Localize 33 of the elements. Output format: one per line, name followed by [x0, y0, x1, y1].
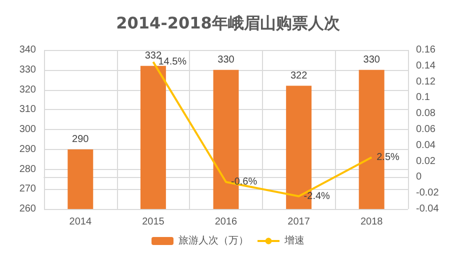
- legend-label: 增速: [284, 234, 304, 246]
- data-label: 330: [363, 54, 380, 66]
- y2-tick-label: -0.02: [416, 188, 440, 199]
- x-tick-label: 2018: [360, 216, 384, 228]
- y-tick-label: 330: [19, 64, 36, 76]
- y2-tick-label: 0.12: [416, 76, 436, 88]
- x-tick-label: 2016: [214, 216, 238, 228]
- y-tick-label: 270: [19, 184, 36, 195]
- data-label: 322: [290, 70, 308, 82]
- y-tick-label: 280: [19, 164, 36, 175]
- y2-tick-label: 0.1: [416, 92, 430, 104]
- y2-tick-label: 0: [416, 172, 422, 183]
- y-tick-label: 310: [19, 104, 36, 116]
- y2-tick-label: -0.04: [416, 204, 440, 214]
- y-tick-label: 300: [19, 124, 36, 135]
- y2-tick-label: 0.02: [416, 156, 436, 167]
- data-label: 14.5%: [158, 56, 187, 68]
- y2-tick-label: 0.14: [416, 60, 436, 72]
- y-tick-label: 290: [19, 144, 36, 155]
- x-tick-label: 2017: [288, 216, 310, 228]
- y2-tick-label: 0.04: [416, 140, 436, 151]
- y2-tick-label: 0.08: [416, 108, 436, 120]
- y-tick-label: 260: [19, 204, 36, 214]
- y-tick-label: 340: [19, 44, 36, 56]
- y2-tick-label: 0.06: [416, 124, 436, 135]
- legend-label: 旅游人次（万）: [178, 234, 248, 246]
- x-tick-label: 2014: [69, 216, 92, 228]
- data-label: 330: [218, 54, 235, 66]
- x-tick-label: 2015: [142, 216, 165, 228]
- chart-title: 2014-2018年峨眉山购票人次: [116, 14, 341, 32]
- y-tick-label: 320: [19, 84, 36, 96]
- y2-tick-label: 0.16: [416, 44, 436, 56]
- data-label: 290: [72, 134, 90, 145]
